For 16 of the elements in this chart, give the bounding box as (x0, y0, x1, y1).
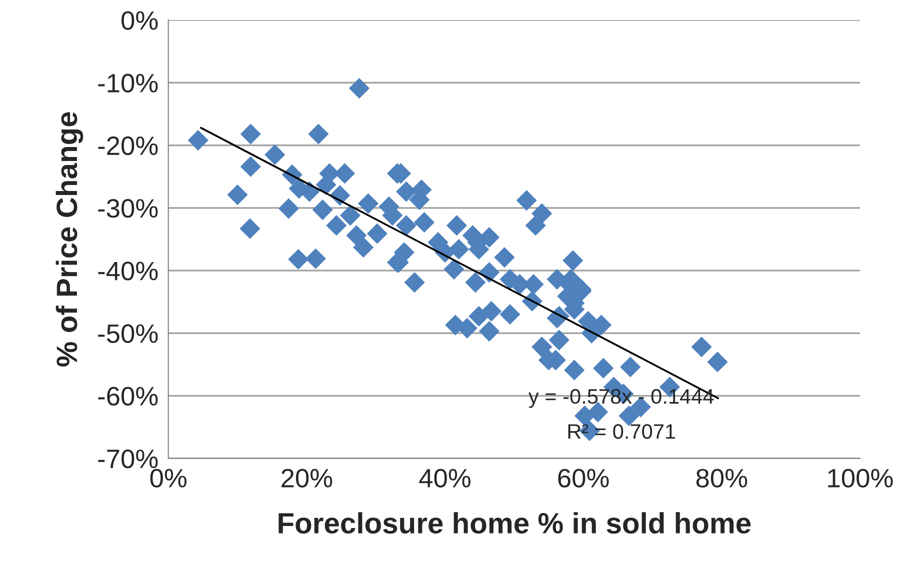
y-tick-label: -40% (98, 262, 158, 280)
x-tick-label: 100% (828, 468, 893, 488)
y-tick-label: -20% (98, 136, 158, 156)
x-tick-label: 40% (419, 468, 470, 488)
y-tick-label: -10% (98, 74, 158, 92)
x-tick-label: 20% (282, 468, 332, 488)
y-tick-label: -30% (98, 199, 158, 218)
x-tick-label: 80% (696, 468, 748, 488)
x-tick-label: 0% (150, 468, 186, 488)
x-tick-label: 60% (558, 468, 609, 488)
x-axis-title: Foreclosure home % in sold home (278, 512, 751, 534)
y-tick-label: -50% (98, 324, 158, 343)
y-tick-label: 0% (122, 11, 158, 30)
y-tick-label: -70% (98, 450, 158, 468)
y-axis-title: % of Price Change (56, 112, 84, 367)
y-tick-label: -60% (98, 386, 158, 406)
